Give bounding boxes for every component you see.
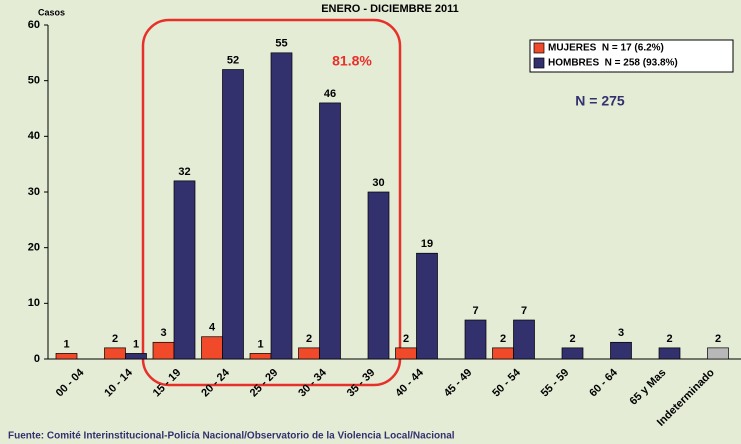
data-label: 3: [618, 327, 624, 339]
data-label: 2: [666, 333, 672, 345]
y-tick-label: 40: [28, 130, 40, 142]
bar: [416, 252, 438, 360]
bar: [173, 180, 196, 360]
legend-swatch: [533, 42, 545, 54]
data-label: 2: [403, 333, 409, 345]
bar: [367, 191, 390, 360]
bar: [201, 336, 223, 360]
bar: [395, 347, 417, 360]
y-tick-label: 0: [34, 353, 40, 365]
data-label: 2: [715, 333, 721, 345]
y-tick-label: 60: [28, 19, 40, 31]
data-label: 55: [275, 38, 287, 50]
data-label: 2: [306, 333, 312, 345]
legend-label: HOMBRES N = 258 (93.8%): [548, 58, 678, 69]
source-note: Fuente: Comité Interinstitucional-Policí…: [8, 431, 455, 442]
annotation: N = 275: [575, 93, 625, 109]
data-label: 4: [209, 322, 216, 334]
legend-swatch: [533, 57, 545, 69]
data-label: 32: [178, 166, 190, 178]
bar: [464, 319, 487, 360]
y-axis-label: Casos: [38, 7, 65, 17]
bar: [152, 341, 175, 360]
data-label: 46: [324, 88, 336, 100]
bar: [319, 102, 341, 360]
data-label: 1: [133, 338, 139, 350]
bar: [513, 319, 535, 360]
bar: [298, 347, 320, 360]
data-label: 2: [500, 333, 506, 345]
bar: [222, 69, 244, 360]
highlight-box: [141, 18, 402, 387]
bar: [125, 353, 147, 360]
y-tick-label: 10: [28, 297, 40, 309]
bar: [561, 347, 584, 360]
y-tick-label: 20: [28, 242, 40, 254]
y-tick-label: 50: [28, 75, 40, 87]
bar: [249, 353, 272, 360]
data-label: 1: [257, 338, 263, 350]
y-tick-label: 30: [28, 186, 40, 198]
bar: [55, 353, 78, 360]
annotation: 81.8%: [332, 53, 372, 69]
data-label: 7: [521, 305, 527, 317]
data-label: 1: [63, 338, 69, 350]
legend-label: MUJERES N = 17 (6.2%): [548, 43, 664, 54]
data-label: 52: [227, 54, 239, 66]
data-label: 7: [472, 305, 478, 317]
chart-title: ENERO - DICIEMBRE 2011: [321, 3, 459, 15]
bar: [707, 347, 729, 360]
data-label: 30: [372, 177, 384, 189]
data-label: 19: [421, 238, 433, 250]
legend-box: [529, 39, 734, 73]
bar: [492, 347, 514, 360]
bar: [104, 347, 126, 360]
data-label: 2: [112, 333, 118, 345]
bar: [610, 341, 632, 360]
bar: [658, 347, 681, 360]
bar: [270, 52, 293, 360]
data-label: 2: [569, 333, 575, 345]
data-label: 3: [160, 327, 166, 339]
